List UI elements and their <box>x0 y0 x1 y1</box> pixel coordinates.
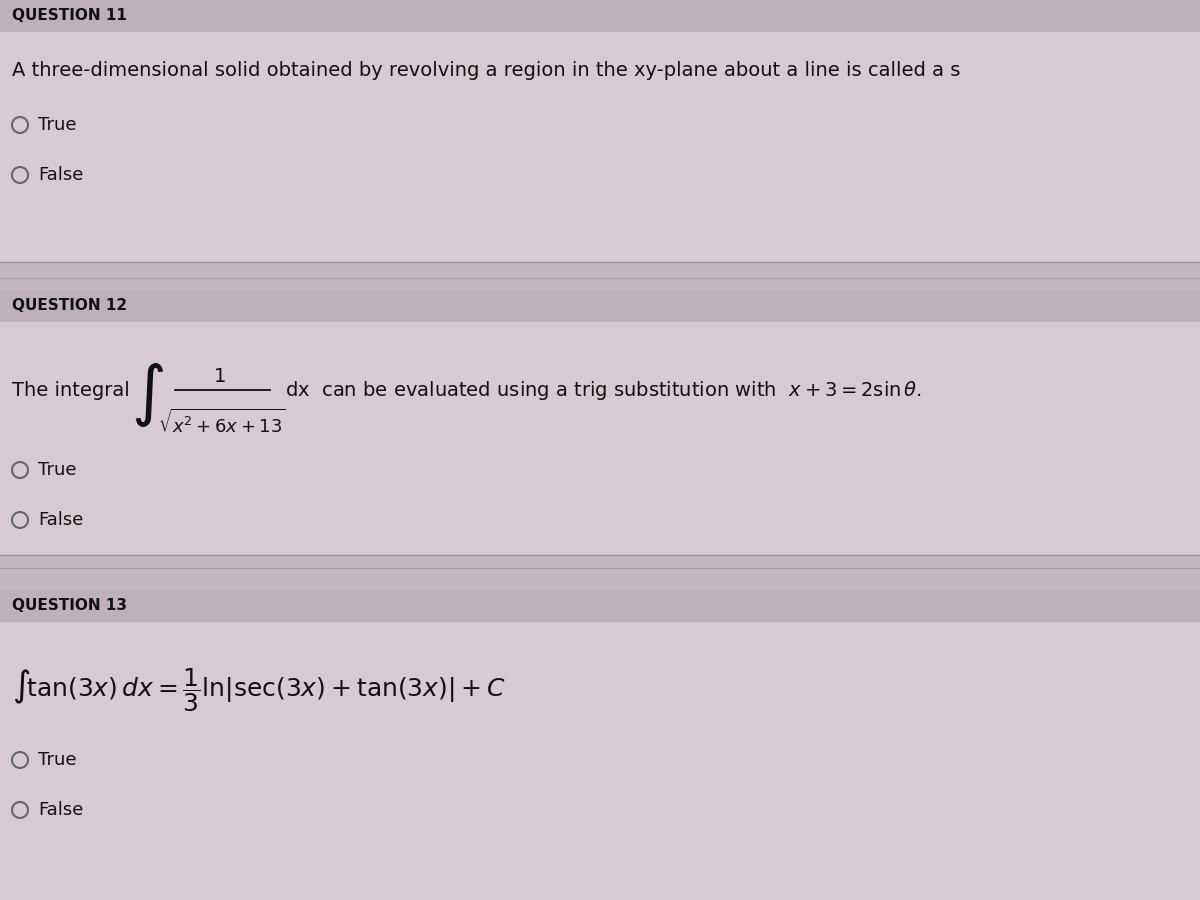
Text: True: True <box>38 116 77 134</box>
Bar <box>0 32 1200 262</box>
Text: $\sqrt{x^2+6x+13}$: $\sqrt{x^2+6x+13}$ <box>158 408 286 436</box>
Bar <box>0 322 1200 555</box>
Text: False: False <box>38 511 83 529</box>
Text: QUESTION 12: QUESTION 12 <box>12 299 127 313</box>
Text: A three-dimensional solid obtained by revolving a region in the xy-plane about a: A three-dimensional solid obtained by re… <box>12 60 960 79</box>
Text: True: True <box>38 751 77 769</box>
Bar <box>0 555 1200 590</box>
Text: QUESTION 11: QUESTION 11 <box>12 8 127 23</box>
Text: dx  can be evaluated using a trig substitution with  $x+3=2\sin\theta.$: dx can be evaluated using a trig substit… <box>286 379 922 401</box>
Bar <box>0 590 1200 622</box>
Bar <box>0 262 1200 290</box>
Text: 1: 1 <box>214 366 226 385</box>
Bar <box>0 622 1200 900</box>
Text: False: False <box>38 801 83 819</box>
Text: True: True <box>38 461 77 479</box>
Text: QUESTION 13: QUESTION 13 <box>12 598 127 614</box>
Bar <box>0 290 1200 322</box>
Text: $\int\!\tan(3x)\,dx = \dfrac{1}{3}\ln|\sec(3x)+\tan(3x)| + C$: $\int\!\tan(3x)\,dx = \dfrac{1}{3}\ln|\s… <box>12 666 506 714</box>
Text: False: False <box>38 166 83 184</box>
Bar <box>0 0 1200 32</box>
Text: $\int$: $\int$ <box>132 361 164 429</box>
Text: The integral: The integral <box>12 381 130 400</box>
